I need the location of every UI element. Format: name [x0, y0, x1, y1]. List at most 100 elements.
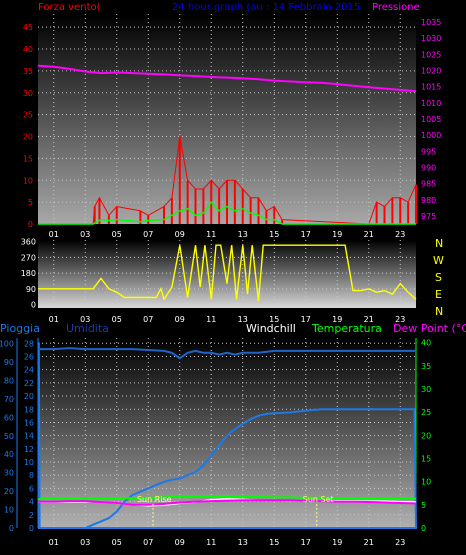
humidity-axis-title: Umidita — [66, 322, 109, 335]
temperature-y-tick: 35 — [421, 362, 431, 371]
rain-y-tick: 6 — [29, 484, 34, 493]
humidity-y-tick: 20 — [4, 487, 14, 496]
rain-y-tick: 26 — [24, 352, 34, 361]
direction-y-tick: 180 — [21, 269, 36, 278]
axis-ticks: 0510152025303540459759809859909951000100… — [0, 18, 441, 547]
wind-y-tick: 35 — [23, 67, 33, 76]
pressure-y-tick: 990 — [421, 163, 436, 172]
panel3-x-tick: 05 — [112, 538, 122, 547]
grid-panel-1 — [38, 14, 416, 224]
panel1-x-tick: 01 — [49, 230, 59, 239]
dewpoint-line — [38, 499, 417, 506]
rain-y-tick: 2 — [29, 511, 34, 520]
panel3-x-tick: 13 — [238, 538, 248, 547]
humidity-y-tick: 40 — [4, 450, 14, 459]
sun-rise-label: Sun Rise — [137, 495, 172, 504]
direction-y-tick: 360 — [21, 238, 36, 247]
humidity-y-tick: 60 — [4, 413, 14, 422]
panel2-x-tick: 07 — [143, 315, 153, 324]
rain-y-tick: 28 — [24, 339, 34, 348]
pressure-y-tick: 1035 — [421, 18, 441, 27]
compass-n-top: N — [435, 237, 443, 250]
pressure-axis-title: Pressione — [372, 2, 420, 13]
temperature-title: Temperatura — [311, 322, 382, 335]
humidity-y-tick: 10 — [4, 506, 14, 515]
direction-y-tick: 270 — [21, 253, 36, 262]
rain-y-tick: 8 — [29, 471, 34, 480]
panel2-x-tick: 05 — [112, 315, 122, 324]
panel2-x-tick: 17 — [301, 315, 311, 324]
temperature-y-tick: 15 — [421, 454, 431, 463]
humidity-y-tick: 30 — [4, 469, 14, 478]
wind-y-tick: 40 — [23, 45, 33, 54]
panel3-x-tick: 21 — [364, 538, 374, 547]
pressure-y-tick: 1020 — [421, 67, 441, 76]
wind-y-tick: 45 — [23, 23, 33, 32]
rain-y-tick: 10 — [24, 458, 34, 467]
panel2-x-tick: 15 — [269, 315, 279, 324]
dewpoint-title: Dew Point (°C) — [393, 322, 466, 335]
rain-y-tick: 4 — [29, 498, 34, 507]
temperature-y-tick: 40 — [421, 339, 431, 348]
pressure-y-tick: 1005 — [421, 115, 441, 124]
panel1-x-tick: 17 — [301, 230, 311, 239]
temperature-y-tick: 20 — [421, 431, 431, 440]
wind-y-tick: 0 — [28, 220, 33, 229]
temperature-y-tick: 10 — [421, 478, 431, 487]
rain-y-tick: 14 — [24, 432, 34, 441]
panel1-x-tick: 07 — [143, 230, 153, 239]
wind-y-tick: 15 — [23, 154, 33, 163]
panel1-x-tick: 19 — [332, 230, 342, 239]
rain-y-tick: 22 — [24, 379, 34, 388]
windchill-title: Windchill — [246, 322, 296, 335]
wind-avg-line — [38, 200, 416, 225]
panel2-x-tick: 03 — [80, 315, 90, 324]
sun-set-label: Sun Set — [303, 495, 334, 504]
panel1-x-tick: 15 — [269, 230, 279, 239]
humidity-y-tick: 80 — [4, 376, 14, 385]
rain-y-tick: 0 — [29, 524, 34, 533]
pressure-y-tick: 1030 — [421, 34, 441, 43]
panel1-x-tick: 23 — [395, 230, 405, 239]
panel2-x-tick: 23 — [395, 315, 405, 324]
pressure-y-tick: 975 — [421, 212, 436, 221]
panel-wind-direction-bg — [38, 240, 416, 308]
series-marks — [37, 64, 417, 529]
panel3-x-tick: 23 — [395, 538, 405, 547]
panel1-x-tick: 09 — [175, 230, 185, 239]
temperature-y-tick: 5 — [421, 501, 426, 510]
panel3-x-tick: 15 — [269, 538, 279, 547]
wind-direction-line — [38, 244, 417, 302]
humidity-y-tick: 0 — [9, 524, 14, 533]
panel2-x-tick: 09 — [175, 315, 185, 324]
pressure-y-tick: 1010 — [421, 99, 441, 108]
wind-axis-title: Forza vento( — [38, 2, 101, 13]
temperature-y-tick: 0 — [421, 524, 426, 533]
rain-axis-title: Pioggia — [0, 322, 40, 335]
pressure-y-tick: 1025 — [421, 50, 441, 59]
panel2-x-tick: 11 — [206, 315, 216, 324]
panel3-x-tick: 01 — [49, 538, 59, 547]
wind-y-tick: 30 — [23, 89, 33, 98]
temperature-line — [37, 495, 416, 501]
panel1-x-tick: 21 — [364, 230, 374, 239]
panel3-x-tick: 11 — [206, 538, 216, 547]
panel3-x-tick: 09 — [175, 538, 185, 547]
wind-y-tick: 10 — [23, 176, 33, 185]
humidity-y-tick: 50 — [4, 432, 14, 441]
pressure-y-tick: 995 — [421, 147, 436, 156]
wind-y-tick: 20 — [23, 133, 33, 142]
rain-y-tick: 12 — [24, 445, 34, 454]
temperature-y-tick: 25 — [421, 408, 431, 417]
compass-w: W — [433, 254, 444, 267]
pressure-y-tick: 985 — [421, 180, 436, 189]
direction-y-tick: 90 — [26, 285, 36, 294]
humidity-y-tick: 90 — [4, 358, 14, 367]
direction-y-tick: 0 — [31, 301, 36, 310]
pressure-y-tick: 980 — [421, 196, 436, 205]
panel3-x-tick: 17 — [301, 538, 311, 547]
compass-e: E — [435, 288, 442, 301]
rain-y-tick: 20 — [24, 392, 34, 401]
